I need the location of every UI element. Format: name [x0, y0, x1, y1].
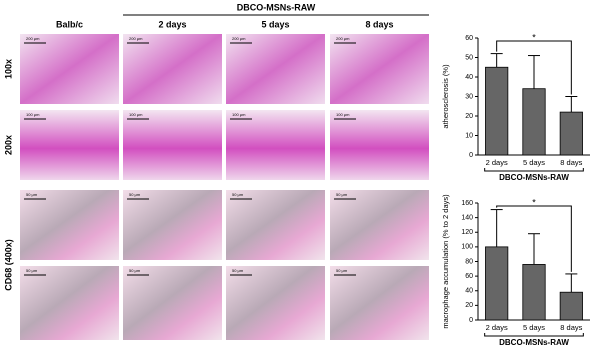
y-tick-label: 50	[465, 54, 473, 61]
scale-label: 50 μm	[26, 192, 38, 197]
scale-label: 200 μm	[129, 36, 143, 41]
micrograph	[20, 110, 119, 180]
micrograph	[226, 110, 325, 180]
scale-label: 50 μm	[336, 268, 348, 273]
scale-label: 50 μm	[232, 192, 244, 197]
y-tick-label: 40	[465, 74, 473, 81]
y-tick-label: 20	[465, 302, 473, 309]
row-label: 100x	[3, 59, 13, 79]
y-tick-label: 100	[461, 244, 473, 251]
scale-label: 100 μm	[232, 112, 246, 117]
bar	[485, 246, 509, 321]
group-bracket	[484, 168, 584, 172]
row-label: CD68 (400x)	[3, 239, 13, 291]
y-tick-label: 80	[465, 258, 473, 265]
significance-bracket	[496, 205, 572, 272]
significance-bracket	[496, 40, 572, 95]
y-tick-label: 0	[469, 317, 473, 324]
scale-label: 200 μm	[232, 36, 246, 41]
y-tick-label: 10	[465, 132, 473, 139]
group-label: DBCO-MSNs-RAW	[499, 173, 569, 182]
y-tick-label: 60	[465, 35, 473, 42]
scale-label: 200 μm	[336, 36, 350, 41]
micrograph	[226, 266, 325, 340]
column-label: 2 days	[158, 19, 186, 29]
bar	[559, 111, 583, 156]
micrograph	[123, 190, 222, 260]
group-label: DBCO-MSNs-RAW	[499, 338, 569, 347]
significance-label: *	[532, 32, 536, 42]
x-tick-label: 2 days	[486, 158, 508, 167]
x-tick-label: 5 days	[523, 323, 545, 332]
scale-label: 100 μm	[129, 112, 143, 117]
scale-label: 50 μm	[26, 268, 38, 273]
column-label: 8 days	[365, 19, 393, 29]
column-group-label: DBCO-MSNs-RAW	[237, 2, 316, 12]
micrograph	[330, 190, 429, 260]
row-label: 200x	[3, 135, 13, 155]
scale-label: 200 μm	[26, 36, 40, 41]
scale-label: 50 μm	[232, 268, 244, 273]
y-tick-label: 60	[465, 273, 473, 280]
scale-label: 50 μm	[129, 192, 141, 197]
y-axis-label: atherosclerosis (%)	[441, 64, 450, 129]
x-tick-label: 2 days	[486, 323, 508, 332]
bar	[522, 88, 546, 156]
micrograph	[20, 266, 119, 340]
y-tick-label: 160	[461, 200, 473, 207]
scale-label: 100 μm	[26, 112, 40, 117]
micrograph	[330, 34, 429, 104]
bar	[485, 66, 509, 156]
bar	[559, 291, 583, 321]
group-bracket	[484, 333, 584, 337]
micrograph	[330, 266, 429, 340]
micrograph	[20, 190, 119, 260]
significance-label: *	[532, 197, 536, 207]
column-label: 5 days	[261, 19, 289, 29]
y-tick-label: 20	[465, 113, 473, 120]
scale-label: 50 μm	[129, 268, 141, 273]
bar	[522, 264, 546, 321]
y-tick-label: 120	[461, 229, 473, 236]
micrograph	[123, 266, 222, 340]
micrograph	[123, 110, 222, 180]
y-axis-label: macrophage accumulation (% to 2 days)	[441, 194, 450, 329]
y-tick-label: 140	[461, 214, 473, 221]
micrograph	[123, 34, 222, 104]
scale-label: 50 μm	[336, 192, 348, 197]
y-tick-label: 0	[469, 152, 473, 159]
x-tick-label: 5 days	[523, 158, 545, 167]
micrograph	[226, 34, 325, 104]
micrograph	[20, 34, 119, 104]
y-tick-label: 40	[465, 288, 473, 295]
micrograph	[226, 190, 325, 260]
micrograph	[330, 110, 429, 180]
x-tick-label: 8 days	[560, 158, 582, 167]
y-tick-label: 30	[465, 93, 473, 100]
scale-label: 100 μm	[336, 112, 350, 117]
x-tick-label: 8 days	[560, 323, 582, 332]
column-label: Balb/c	[56, 19, 83, 29]
